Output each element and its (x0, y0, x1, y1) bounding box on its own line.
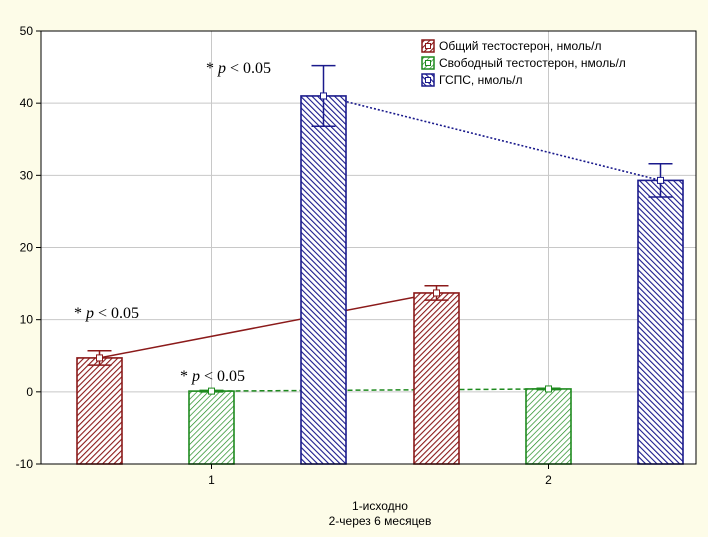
y-tick-label: 40 (20, 96, 34, 110)
data-point (545, 385, 552, 393)
significance-annotation: * p < 0.05 (74, 305, 139, 322)
y-tick-label: 0 (26, 385, 33, 399)
series-line (99, 292, 437, 359)
x-axis-label-line: 1-исходно (352, 499, 408, 513)
legend: Общий тестостерон, нмоль/л Свободный тест… (421, 39, 626, 87)
y-tick-label: 10 (20, 313, 34, 327)
bar (76, 357, 123, 465)
bar (300, 95, 347, 465)
x-tick-label: 1 (208, 473, 215, 487)
axes: -10 0 10 20 30 40 50 1 2 (16, 24, 697, 487)
series-line (211, 388, 549, 392)
y-tick-label: 50 (20, 24, 34, 38)
data-point (657, 176, 664, 184)
series-line (323, 95, 661, 182)
legend-label: Общий тестостерон, нмоль/л (439, 39, 601, 53)
significance-annotation: * p < 0.05 (180, 368, 245, 385)
significance-annotation: * p < 0.05 (206, 60, 271, 77)
legend-marker (425, 43, 431, 49)
plot-frame (40, 30, 697, 465)
annotations: * p < 0.05 * p < 0.05 * p < 0.05 (74, 60, 271, 385)
bar (188, 390, 235, 465)
x-tick-label: 2 (545, 473, 552, 487)
legend-marker (425, 77, 431, 83)
data-point (208, 387, 215, 395)
y-tick-label: -10 (16, 457, 34, 471)
y-tick-label: 30 (20, 168, 34, 182)
series-lines (99, 95, 661, 392)
data-point (96, 354, 103, 362)
bar (637, 179, 684, 465)
legend-label: ГСПС, нмоль/л (439, 73, 522, 87)
bar (413, 292, 460, 465)
error-bars (87, 64, 673, 395)
bar (525, 388, 572, 465)
legend-label: Свободный тестостерон, нмоль/л (439, 56, 626, 70)
data-point (320, 92, 327, 100)
x-axis-label-line: 2-через 6 месяцев (329, 514, 432, 528)
legend-marker (425, 60, 431, 66)
data-point (433, 289, 440, 297)
y-tick-label: 20 (20, 241, 34, 255)
